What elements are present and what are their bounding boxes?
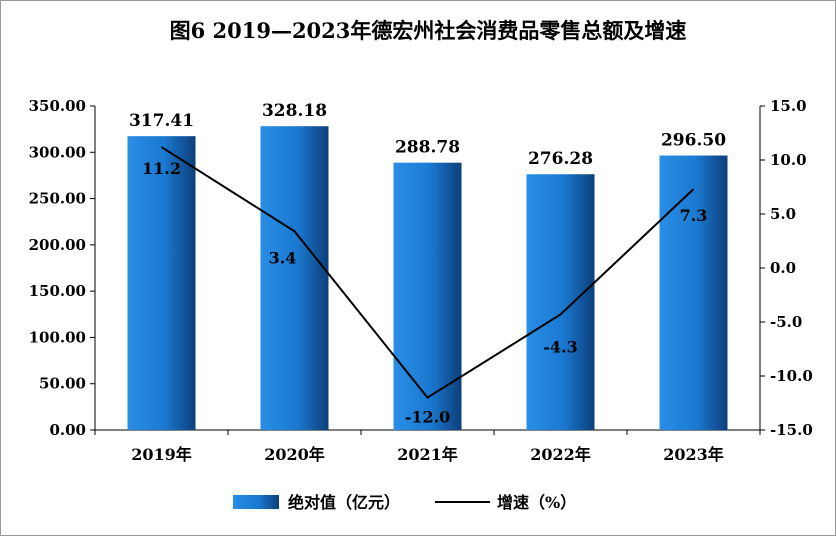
legend-bar-swatch [233,495,279,509]
left-axis-tick-label: 0.00 [49,421,86,439]
right-axis-tick-label: 15.0 [770,97,807,115]
x-axis-category-label: 2020年 [264,445,325,464]
legend: 绝对值（亿元） 增速（%） [233,493,576,512]
left-axis-tick-label: 300.00 [29,143,86,161]
line-value-label: -4.3 [543,337,577,356]
bar-value-label: 296.50 [661,131,726,151]
bar [526,174,595,430]
line-value-label: 11.2 [142,159,181,178]
x-axis-category-label: 2019年 [131,445,192,464]
bar-value-label: 328.18 [262,101,327,121]
line-value-label: 7.3 [680,206,708,225]
left-axis-tick-label: 250.00 [29,190,86,208]
left-axis-tick-label: 150.00 [29,282,86,300]
x-axis-category-label: 2023年 [663,445,724,464]
right-axis-tick-label: -5.0 [770,313,802,331]
legend-line-label: 增速（%） [497,493,576,512]
chart-title: 图6 2019—2023年德宏州社会消费品零售总额及增速 [170,18,687,43]
left-axis-tick-label: 50.00 [39,375,86,393]
left-axis-tick-label: 100.00 [29,328,86,346]
x-axis-category-label: 2022年 [530,445,591,464]
left-axis-tick-label: 350.00 [29,97,86,115]
right-axis-tick-label: 10.0 [770,151,807,169]
bar-value-label: 276.28 [528,149,593,169]
labels-group: 317.41 328.18 288.78 276.28 296.50 11.2 3.4 -12… [129,101,726,426]
bar [127,136,196,431]
legend-bar-label: 绝对值（亿元） [288,493,400,512]
right-axis-tick-label: 5.0 [770,205,796,223]
right-axis-tick-label: -10.0 [770,367,813,385]
x-axis-category-label: 2021年 [397,445,458,464]
growth-line [160,146,695,399]
bar-value-label: 288.78 [395,138,460,158]
bar [659,155,728,431]
line-group [160,146,695,399]
right-axis-tick-label: 0.0 [770,259,796,277]
line-value-label: 3.4 [269,248,297,267]
bar-value-label: 317.41 [129,111,194,131]
left-axis-tick-label: 200.00 [29,236,86,254]
bar [260,126,329,430]
line-value-label: -12.0 [405,408,451,427]
bars-group [127,126,728,431]
bar [393,162,462,430]
right-axis-tick-label: -15.0 [770,421,813,439]
